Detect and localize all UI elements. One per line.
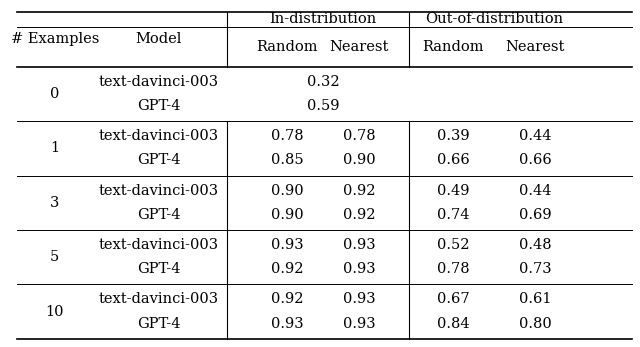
Text: GPT-4: GPT-4	[136, 99, 180, 113]
Text: 0.85: 0.85	[271, 153, 303, 167]
Text: 0.32: 0.32	[307, 75, 339, 89]
Text: 0.69: 0.69	[518, 208, 551, 222]
Text: Random: Random	[256, 40, 318, 54]
Text: GPT-4: GPT-4	[136, 262, 180, 276]
Text: 0.44: 0.44	[519, 184, 551, 198]
Text: 0.78: 0.78	[437, 262, 470, 276]
Text: GPT-4: GPT-4	[136, 208, 180, 222]
Text: text-davinci-003: text-davinci-003	[99, 129, 218, 143]
Text: 0.44: 0.44	[519, 129, 551, 143]
Text: Nearest: Nearest	[506, 40, 564, 54]
Text: 0.73: 0.73	[518, 262, 551, 276]
Text: # Examples: # Examples	[11, 32, 99, 46]
Text: 0.93: 0.93	[343, 262, 376, 276]
Text: 0.80: 0.80	[518, 316, 552, 331]
Text: GPT-4: GPT-4	[136, 153, 180, 167]
Text: text-davinci-003: text-davinci-003	[99, 238, 218, 252]
Text: Nearest: Nearest	[330, 40, 389, 54]
Text: 0.90: 0.90	[343, 153, 376, 167]
Text: text-davinci-003: text-davinci-003	[99, 184, 218, 198]
Text: Model: Model	[135, 32, 182, 46]
Text: 3: 3	[50, 196, 60, 210]
Text: 10: 10	[45, 305, 64, 319]
Text: Random: Random	[422, 40, 484, 54]
Text: Out-of-distribution: Out-of-distribution	[425, 12, 563, 26]
Text: 1: 1	[50, 141, 60, 155]
Text: 0.78: 0.78	[271, 129, 303, 143]
Text: 0.74: 0.74	[437, 208, 470, 222]
Text: 0.67: 0.67	[437, 293, 470, 306]
Text: 0.92: 0.92	[343, 208, 376, 222]
Text: text-davinci-003: text-davinci-003	[99, 75, 218, 89]
Text: 0.93: 0.93	[271, 238, 303, 252]
Text: 0.39: 0.39	[437, 129, 470, 143]
Text: 0.92: 0.92	[271, 293, 303, 306]
Text: 0.90: 0.90	[271, 208, 303, 222]
Text: 0.93: 0.93	[271, 316, 303, 331]
Text: 0.66: 0.66	[518, 153, 552, 167]
Text: 0.48: 0.48	[518, 238, 551, 252]
Text: 0.93: 0.93	[343, 293, 376, 306]
Text: 0.90: 0.90	[271, 184, 303, 198]
Text: GPT-4: GPT-4	[136, 316, 180, 331]
Text: 0.84: 0.84	[437, 316, 470, 331]
Text: 0.49: 0.49	[437, 184, 470, 198]
Text: 0.93: 0.93	[343, 316, 376, 331]
Text: 0.52: 0.52	[437, 238, 470, 252]
Text: 0.92: 0.92	[343, 184, 376, 198]
Text: 0.78: 0.78	[343, 129, 376, 143]
Text: 0.66: 0.66	[437, 153, 470, 167]
Text: 5: 5	[50, 250, 60, 264]
Text: 0.93: 0.93	[343, 238, 376, 252]
Text: 0.61: 0.61	[519, 293, 551, 306]
Text: In-distribution: In-distribution	[269, 12, 377, 26]
Text: 0: 0	[50, 87, 60, 101]
Text: 0.92: 0.92	[271, 262, 303, 276]
Text: 0.59: 0.59	[307, 99, 339, 113]
Text: text-davinci-003: text-davinci-003	[99, 293, 218, 306]
